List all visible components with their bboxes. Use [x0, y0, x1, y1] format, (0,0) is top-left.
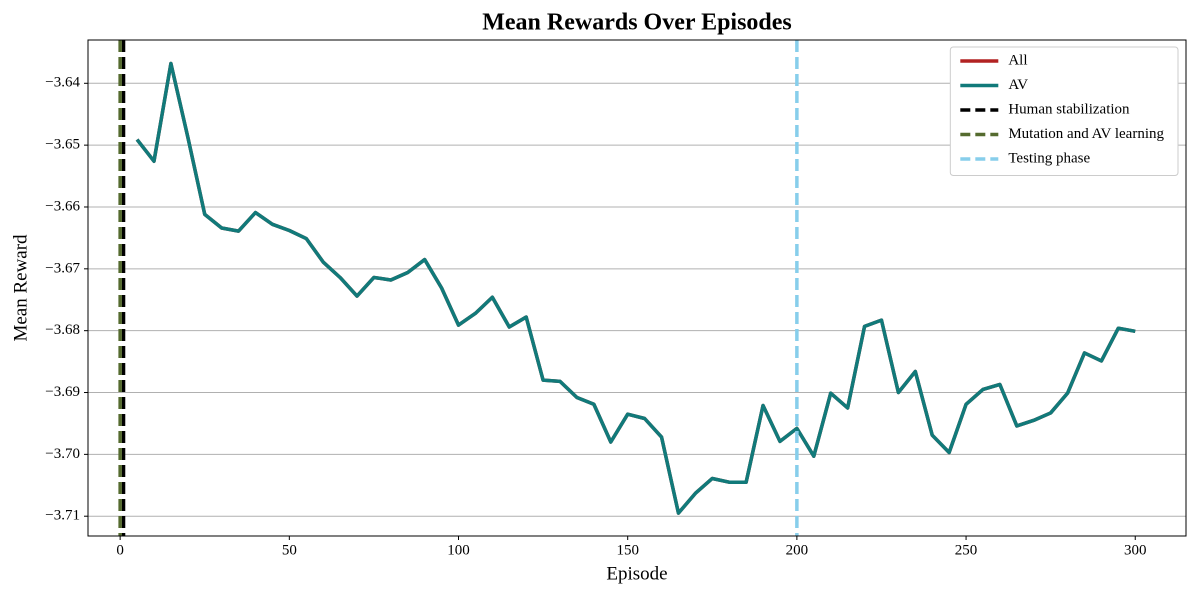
x-tick-label: 150	[616, 542, 639, 558]
x-axis-label: Episode	[606, 563, 667, 584]
legend-label: All	[1008, 52, 1027, 68]
x-tick-label: 0	[116, 542, 124, 558]
legend-label: Human stabilization	[1008, 101, 1130, 117]
y-tick-label: −3.68	[45, 322, 80, 338]
y-axis-label: Mean Reward	[10, 234, 31, 342]
legend: All AV Human stabilization Mutation and AV …	[949, 46, 1179, 176]
x-tick-label: 200	[786, 542, 809, 558]
chart-title: Mean Rewards Over Episodes	[482, 10, 792, 36]
x-tick-label: 250	[955, 542, 978, 558]
legend-label: Testing phase	[1008, 150, 1090, 166]
y-tick-label: −3.67	[45, 260, 80, 276]
y-tick-label: −3.70	[45, 446, 80, 462]
legend-label: Mutation and AV learning	[1008, 126, 1164, 142]
y-tick-label: −3.64	[45, 75, 80, 91]
y-tick-label: −3.66	[45, 198, 80, 214]
series-line	[135, 61, 1136, 515]
x-tick-label: 300	[1124, 542, 1147, 558]
x-tick-label: 100	[447, 542, 470, 558]
y-tick-label: −3.65	[45, 137, 80, 153]
plot-frame	[87, 39, 1187, 537]
legend-label: AV	[1008, 77, 1028, 93]
legend-box	[949, 46, 1179, 176]
y-tick-label: −3.69	[45, 384, 80, 400]
y-tick-label: −3.71	[45, 508, 80, 524]
x-tick-label: 50	[282, 542, 297, 558]
